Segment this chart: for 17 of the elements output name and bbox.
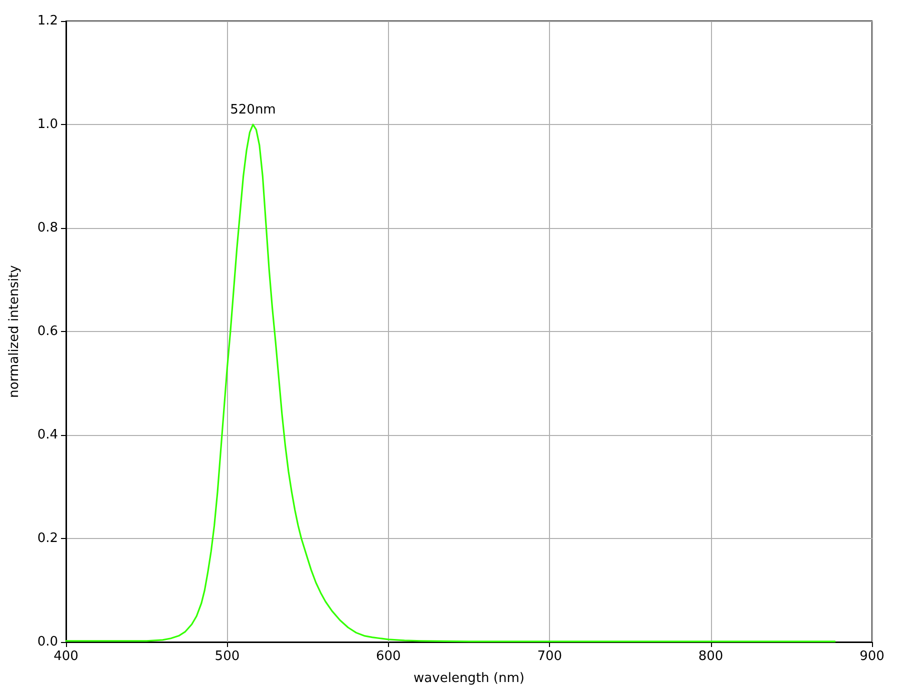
- y-tick-label: 1.2: [37, 14, 58, 28]
- y-tick-label: 0.8: [37, 220, 58, 236]
- y-tick-label: 1.0: [37, 117, 58, 132]
- x-axis-title: wavelength (nm): [414, 671, 524, 686]
- x-tick-label: 400: [54, 649, 78, 664]
- annotation: 520nm: [230, 102, 276, 118]
- x-tick-label: 900: [860, 649, 884, 664]
- x-tick-label: 500: [214, 649, 240, 664]
- y-tick-label: 0.4: [37, 428, 58, 442]
- line-series: [65, 124, 836, 642]
- y-tick-label: 0.2: [37, 531, 58, 546]
- x-tick-label: 800: [698, 649, 724, 664]
- x-tick-label: 600: [376, 649, 401, 664]
- x-tick-label: 700: [537, 649, 562, 664]
- y-tick-label: 0.6: [37, 324, 58, 339]
- y-tick-label: 0.0: [37, 634, 58, 650]
- y-axis-title: normalized intensity: [7, 264, 22, 398]
